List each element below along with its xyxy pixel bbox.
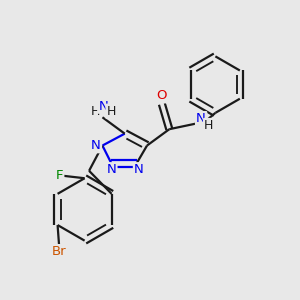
Text: N: N — [98, 100, 108, 112]
Text: N: N — [196, 112, 206, 125]
Text: O: O — [157, 89, 167, 102]
Text: N: N — [91, 139, 101, 152]
Text: H: H — [204, 119, 214, 132]
Text: N: N — [106, 164, 116, 176]
Text: N: N — [134, 164, 144, 176]
Text: H: H — [91, 105, 100, 118]
Text: H: H — [107, 105, 116, 118]
Text: F: F — [56, 169, 63, 182]
Text: Br: Br — [52, 245, 66, 258]
